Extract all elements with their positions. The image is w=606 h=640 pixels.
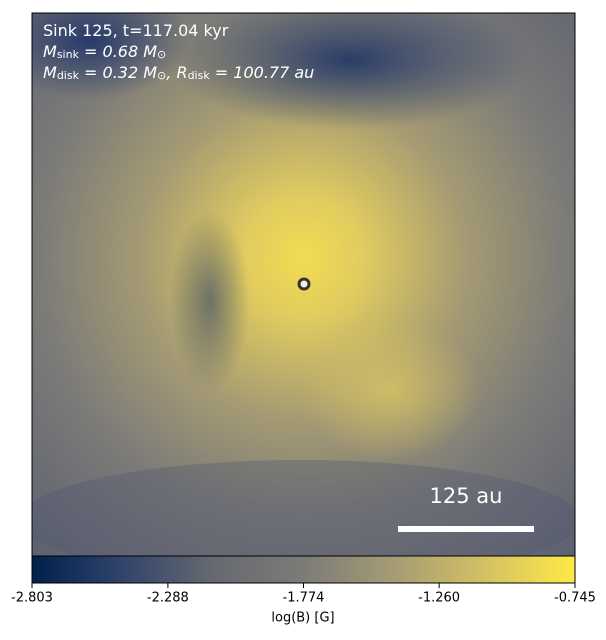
annotation-line: Msink = 0.68 M⊙: [43, 42, 166, 62]
subscript: ⊙: [157, 69, 166, 82]
annotation-text: = 0.68 M: [79, 42, 157, 61]
colorbar-tick-label: -2.288: [147, 591, 189, 606]
colorbar-tick-label: -1.260: [418, 591, 460, 606]
scalebar: [398, 526, 534, 532]
annotation-text: M: [43, 63, 57, 82]
annotation-line: Mdisk = 0.32 M⊙, Rdisk = 100.77 au: [43, 63, 314, 83]
colorbar-tick-label: -2.803: [11, 591, 53, 606]
colorbar-tick-label: -1.774: [283, 591, 325, 606]
sink-marker: [297, 277, 311, 291]
annotation-text: M: [43, 42, 57, 61]
annotation-text: = 100.77 au: [210, 63, 315, 82]
subscript: sink: [57, 48, 80, 61]
field-map: [32, 13, 575, 556]
colorbar-tick-label: -0.745: [554, 591, 596, 606]
subscript: ⊙: [157, 48, 166, 61]
annotation-text: Sink 125, t=117.04 kyr: [43, 21, 229, 40]
colorbar-label: log(B) [G]: [271, 611, 334, 626]
subscript: disk: [188, 69, 211, 82]
annotation-line: Sink 125, t=117.04 kyr: [43, 21, 229, 40]
colorbar: [31, 555, 576, 584]
annotation-text: = 0.32 M: [79, 63, 157, 82]
scalebar-label: 125 au: [430, 484, 503, 508]
annotation-text: , R: [166, 63, 187, 82]
subscript: disk: [57, 69, 80, 82]
